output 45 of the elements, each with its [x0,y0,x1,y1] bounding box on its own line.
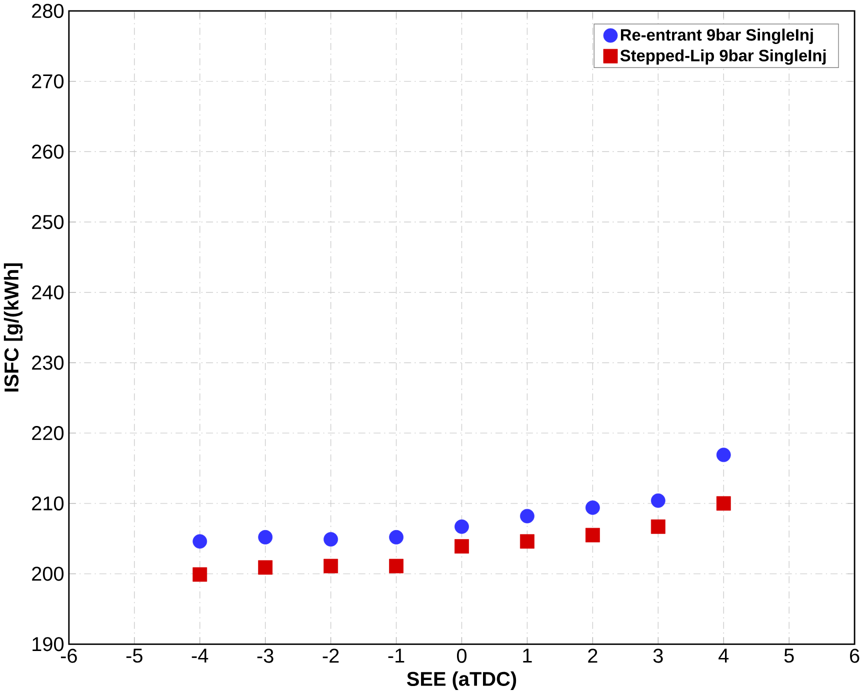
x-tick-label: -1 [388,648,404,663]
point [389,558,404,574]
point [454,520,469,534]
point [324,558,338,574]
x-tick-label: 2 [588,648,598,663]
point [520,534,534,549]
y-tick-label: 210 [32,496,64,511]
point [258,530,273,544]
point [650,520,666,534]
y-tick-label: 260 [32,144,64,159]
x-tick-label: 3 [653,648,663,663]
y-axis-title: ISFC [g/(kWh] [4,263,23,392]
x-tick-label: -4 [192,648,208,663]
x-tick-label: -2 [322,648,339,663]
x-tick-label: -3 [257,648,274,663]
x-tick-label: 5 [784,648,794,663]
x-tick-label: 1 [523,648,532,663]
x-tick-label: -6 [60,648,77,663]
x-axis-title: SEE (aTDC) [406,671,516,690]
point [716,448,731,462]
y-tick-label: 230 [32,356,64,370]
point [389,530,404,544]
y-tick-label: 250 [32,215,64,230]
legend-label: Stepped-Lip 9bar SingleInj [620,49,826,65]
y-tick-label: 190 [32,637,64,652]
legend-label: Re-entrant 9bar SingleInj [620,28,813,44]
point [585,528,600,542]
x-tick-label: 6 [850,648,860,663]
y-tick-label: 220 [32,426,64,440]
point [454,539,469,554]
y-tick-label: 240 [32,285,64,300]
point [650,493,666,508]
point [716,496,731,511]
x-tick-label: -5 [126,648,142,663]
point [324,532,338,547]
y-tick-label: 200 [32,566,64,581]
point [585,500,600,515]
point [192,534,208,549]
point [520,508,534,524]
point [258,560,273,575]
point [192,567,208,582]
x-tick-label: 4 [718,648,729,663]
y-tick-label: 280 [32,4,64,18]
x-tick-label: 0 [456,648,467,663]
y-tick-label: 270 [32,74,64,88]
